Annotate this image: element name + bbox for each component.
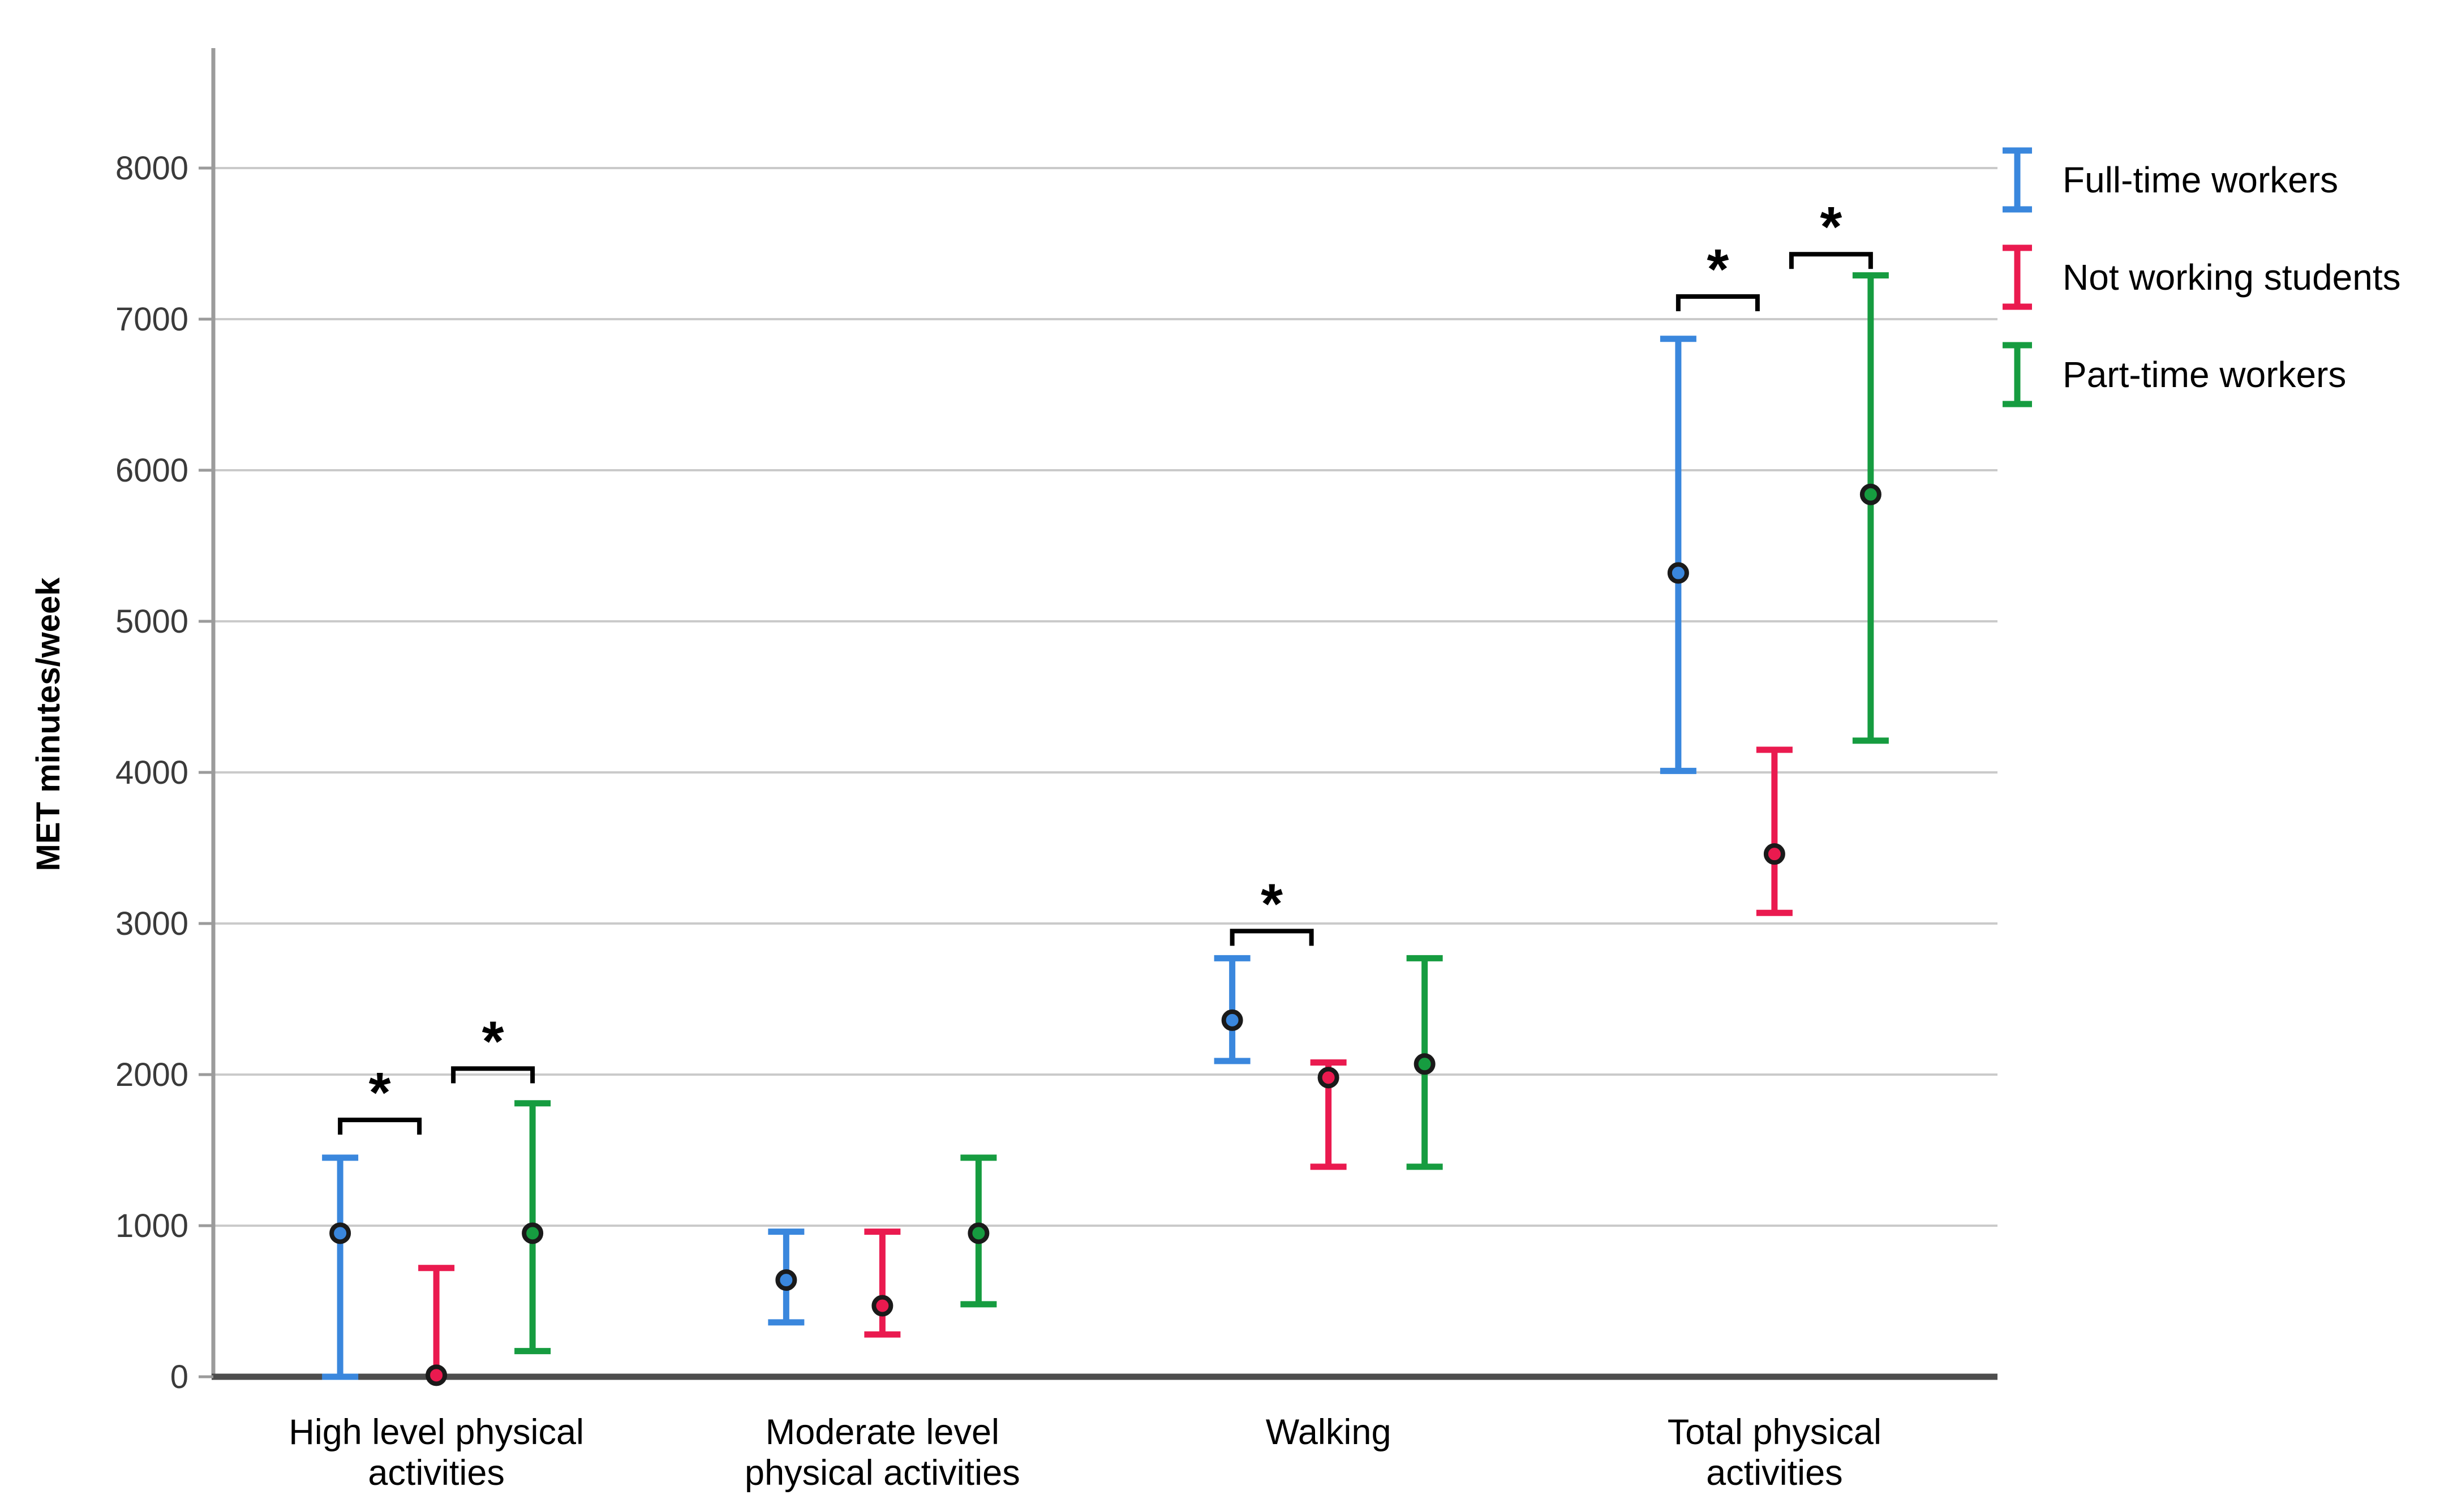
significance-bracket <box>451 1066 535 1084</box>
mean-marker <box>426 1364 448 1386</box>
category-label: Total physical activities <box>1668 1412 1881 1493</box>
y-tick-label: 3000 <box>115 905 188 942</box>
mean-marker <box>1667 562 1689 584</box>
significance-asterisk: * <box>1261 872 1283 935</box>
mean-marker <box>1221 1009 1243 1031</box>
significance-bracket <box>1789 252 1873 269</box>
mean-marker <box>775 1269 797 1291</box>
mean-marker <box>1414 1053 1436 1075</box>
mean-marker <box>1317 1067 1339 1089</box>
legend-label: Part-time workers <box>2063 354 2346 395</box>
mean-marker <box>1859 483 1881 505</box>
y-tick-label: 8000 <box>115 150 188 187</box>
significance-bracket <box>1230 929 1314 946</box>
category-label: Walking <box>1266 1412 1391 1452</box>
significance-asterisk: * <box>1820 195 1842 259</box>
legend-label: Full-time workers <box>2063 160 2338 200</box>
mean-marker <box>968 1222 990 1244</box>
category-label: Moderate level physical activities <box>745 1412 1020 1493</box>
mean-marker <box>871 1295 893 1317</box>
category-label: High level physical activities <box>289 1412 584 1493</box>
y-axis-title: MET minutes/week <box>30 577 67 871</box>
mean-marker <box>522 1222 544 1244</box>
significance-asterisk: * <box>1707 238 1729 301</box>
y-tick-label: 4000 <box>115 754 188 791</box>
y-tick-label: 6000 <box>115 452 188 489</box>
y-tick-label: 7000 <box>115 301 188 338</box>
mean-marker <box>1763 843 1785 865</box>
significance-asterisk: * <box>369 1061 391 1124</box>
y-tick-label: 1000 <box>115 1208 188 1244</box>
y-tick-label: 5000 <box>115 603 188 640</box>
significance-bracket <box>1676 294 1760 311</box>
significance-asterisk: * <box>482 1010 504 1073</box>
y-tick-label: 0 <box>170 1359 188 1395</box>
mean-marker <box>329 1222 351 1244</box>
legend-label: Not working students <box>2063 257 2401 298</box>
y-tick-label: 2000 <box>115 1056 188 1093</box>
significance-bracket <box>338 1118 422 1135</box>
